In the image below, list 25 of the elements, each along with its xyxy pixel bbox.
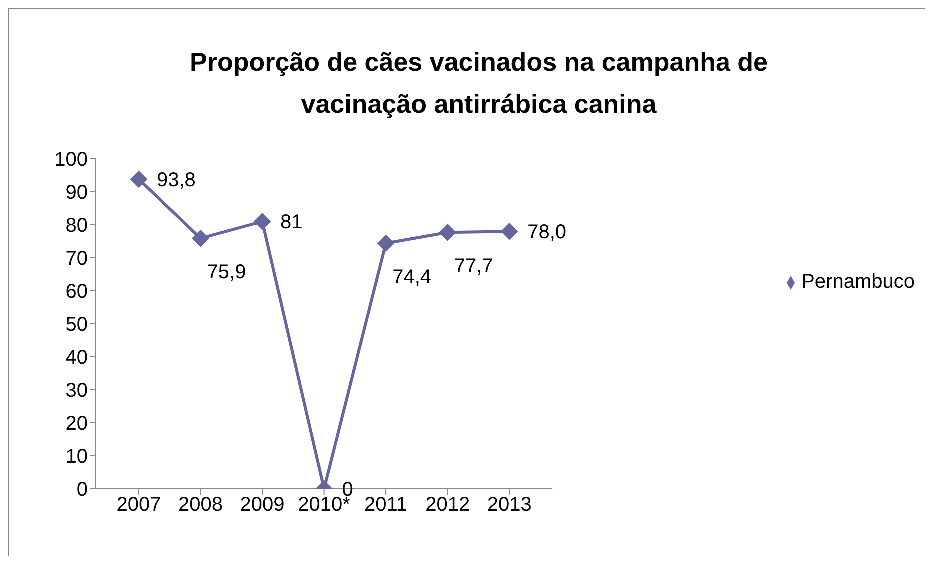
data-label: 78,0 (528, 222, 567, 244)
x-tick-label: 2009 (240, 494, 285, 516)
data-label: 75,9 (207, 262, 246, 284)
y-tick-label: 60 (66, 281, 88, 304)
data-label: 74,4 (392, 266, 432, 288)
y-tick-label: 30 (66, 380, 88, 402)
x-tick-label: 2011 (364, 494, 408, 516)
y-tick-label: 0 (76, 479, 88, 502)
x-tick-label: 2012 (426, 494, 470, 516)
y-tick-label: 20 (66, 413, 88, 436)
data-label: 77,7 (454, 256, 494, 278)
y-tick-label: 40 (66, 347, 88, 370)
y-tick-label: 90 (66, 182, 88, 204)
chart-title: Proporção de cães vacinados na campanha de vacinação antirrábica canina (188, 46, 769, 121)
x-tick-label: 2007 (116, 494, 162, 516)
x-tick-label: 2008 (178, 494, 224, 516)
y-tick-label: 50 (66, 314, 88, 336)
data-label: 93,8 (157, 169, 196, 192)
y-tick-label: 10 (66, 446, 88, 468)
x-tick-label: 2013 (487, 494, 532, 516)
data-label: 81 (280, 212, 303, 234)
legend-label: Pernambuco (802, 271, 915, 293)
y-tick-label: 80 (66, 215, 88, 238)
y-tick-label: 100 (54, 149, 88, 172)
y-tick-label: 70 (66, 248, 88, 270)
